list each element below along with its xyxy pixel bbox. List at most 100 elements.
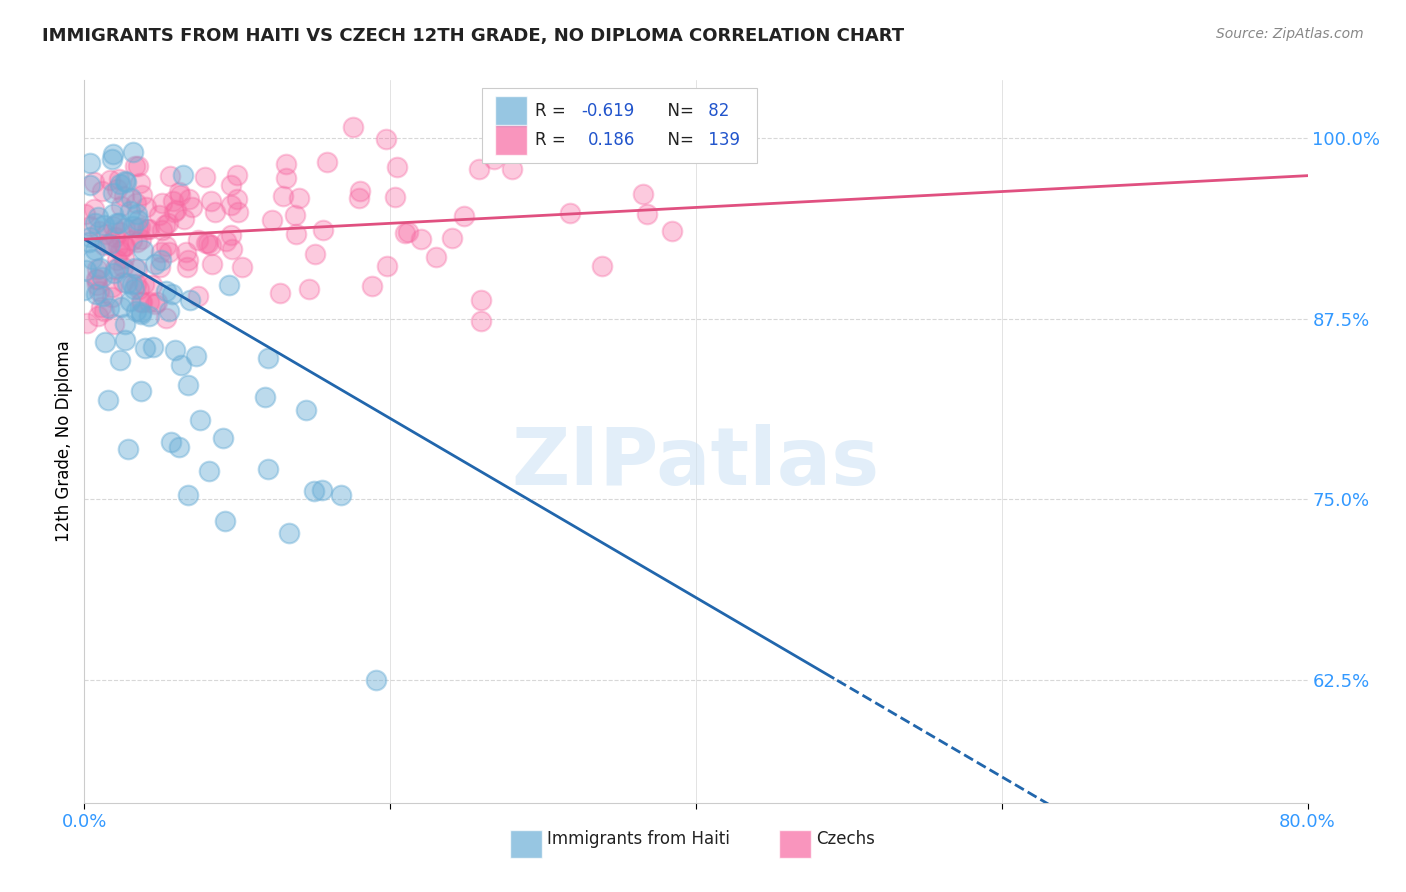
Point xyxy=(129,304,152,318)
Point xyxy=(172,168,194,182)
Point xyxy=(274,170,297,185)
Point xyxy=(114,220,136,235)
Point xyxy=(129,176,152,190)
Point xyxy=(86,277,108,292)
Point xyxy=(108,353,131,368)
Point xyxy=(231,260,253,274)
Point xyxy=(176,260,198,274)
Point xyxy=(84,272,107,286)
Point xyxy=(101,290,124,304)
Point xyxy=(125,304,148,318)
Point xyxy=(114,318,136,332)
Point xyxy=(197,235,219,250)
Point xyxy=(73,207,96,221)
Point xyxy=(115,276,138,290)
Point xyxy=(347,191,370,205)
Point xyxy=(221,242,243,256)
Point xyxy=(83,202,105,217)
Point xyxy=(105,217,128,231)
Text: R =: R = xyxy=(534,103,571,120)
Point xyxy=(112,238,135,252)
Point xyxy=(204,204,226,219)
Point xyxy=(384,190,406,204)
Point xyxy=(91,289,114,303)
Point xyxy=(501,162,523,177)
Point xyxy=(298,282,321,296)
Point xyxy=(104,230,127,244)
Point xyxy=(631,187,654,202)
Point xyxy=(91,184,114,198)
Text: 82: 82 xyxy=(703,103,730,120)
Point xyxy=(219,178,242,193)
Point xyxy=(129,295,152,310)
Point xyxy=(366,673,388,687)
Point xyxy=(112,189,135,203)
Point xyxy=(127,235,149,249)
Point xyxy=(132,243,155,257)
Point xyxy=(187,234,209,248)
Point xyxy=(73,283,96,297)
Point xyxy=(86,261,108,276)
Point xyxy=(225,192,247,206)
Point xyxy=(162,194,184,208)
Point xyxy=(131,295,153,310)
Point xyxy=(89,261,111,276)
Point xyxy=(409,232,432,246)
Point xyxy=(361,278,384,293)
Point xyxy=(76,316,98,330)
Point xyxy=(101,219,124,233)
Point xyxy=(155,218,177,232)
Point xyxy=(84,216,107,230)
Point xyxy=(75,262,97,277)
Point xyxy=(100,173,122,187)
FancyBboxPatch shape xyxy=(779,830,811,858)
Text: 139: 139 xyxy=(703,131,741,149)
Point xyxy=(661,224,683,238)
Point xyxy=(98,301,121,315)
Point xyxy=(155,285,177,299)
Point xyxy=(121,277,143,292)
Point xyxy=(167,186,190,200)
Point xyxy=(120,191,142,205)
Text: R =: R = xyxy=(534,131,575,149)
Point xyxy=(108,244,131,259)
Point xyxy=(125,277,148,291)
Point xyxy=(349,184,371,198)
Point xyxy=(482,144,505,158)
Point xyxy=(156,216,179,230)
Point xyxy=(77,235,100,249)
Point xyxy=(482,152,505,166)
Point xyxy=(176,488,198,502)
Text: 0.186: 0.186 xyxy=(588,131,636,149)
Point xyxy=(135,221,157,235)
Point xyxy=(127,160,149,174)
Point xyxy=(124,159,146,173)
Point xyxy=(186,349,208,363)
Point xyxy=(375,132,398,146)
Text: IMMIGRANTS FROM HAITI VS CZECH 12TH GRADE, NO DIPLOMA CORRELATION CHART: IMMIGRANTS FROM HAITI VS CZECH 12TH GRAD… xyxy=(42,27,904,45)
Point xyxy=(122,283,145,297)
Point xyxy=(214,514,236,528)
Point xyxy=(87,285,110,299)
Point xyxy=(79,155,101,169)
Point xyxy=(138,222,160,236)
Point xyxy=(94,334,117,349)
Point xyxy=(114,334,136,348)
Point xyxy=(114,173,136,187)
Point xyxy=(198,464,221,478)
Point xyxy=(120,203,142,218)
Point xyxy=(135,200,157,214)
Point xyxy=(150,252,173,267)
Point xyxy=(127,220,149,235)
FancyBboxPatch shape xyxy=(510,830,541,858)
Point xyxy=(84,244,107,258)
Point xyxy=(212,431,235,445)
Point xyxy=(101,186,124,200)
Point xyxy=(254,391,277,405)
Point xyxy=(169,188,191,202)
Point xyxy=(117,442,139,456)
Point xyxy=(269,285,291,300)
Point xyxy=(177,378,200,392)
Point xyxy=(288,191,311,205)
Point xyxy=(138,310,160,324)
